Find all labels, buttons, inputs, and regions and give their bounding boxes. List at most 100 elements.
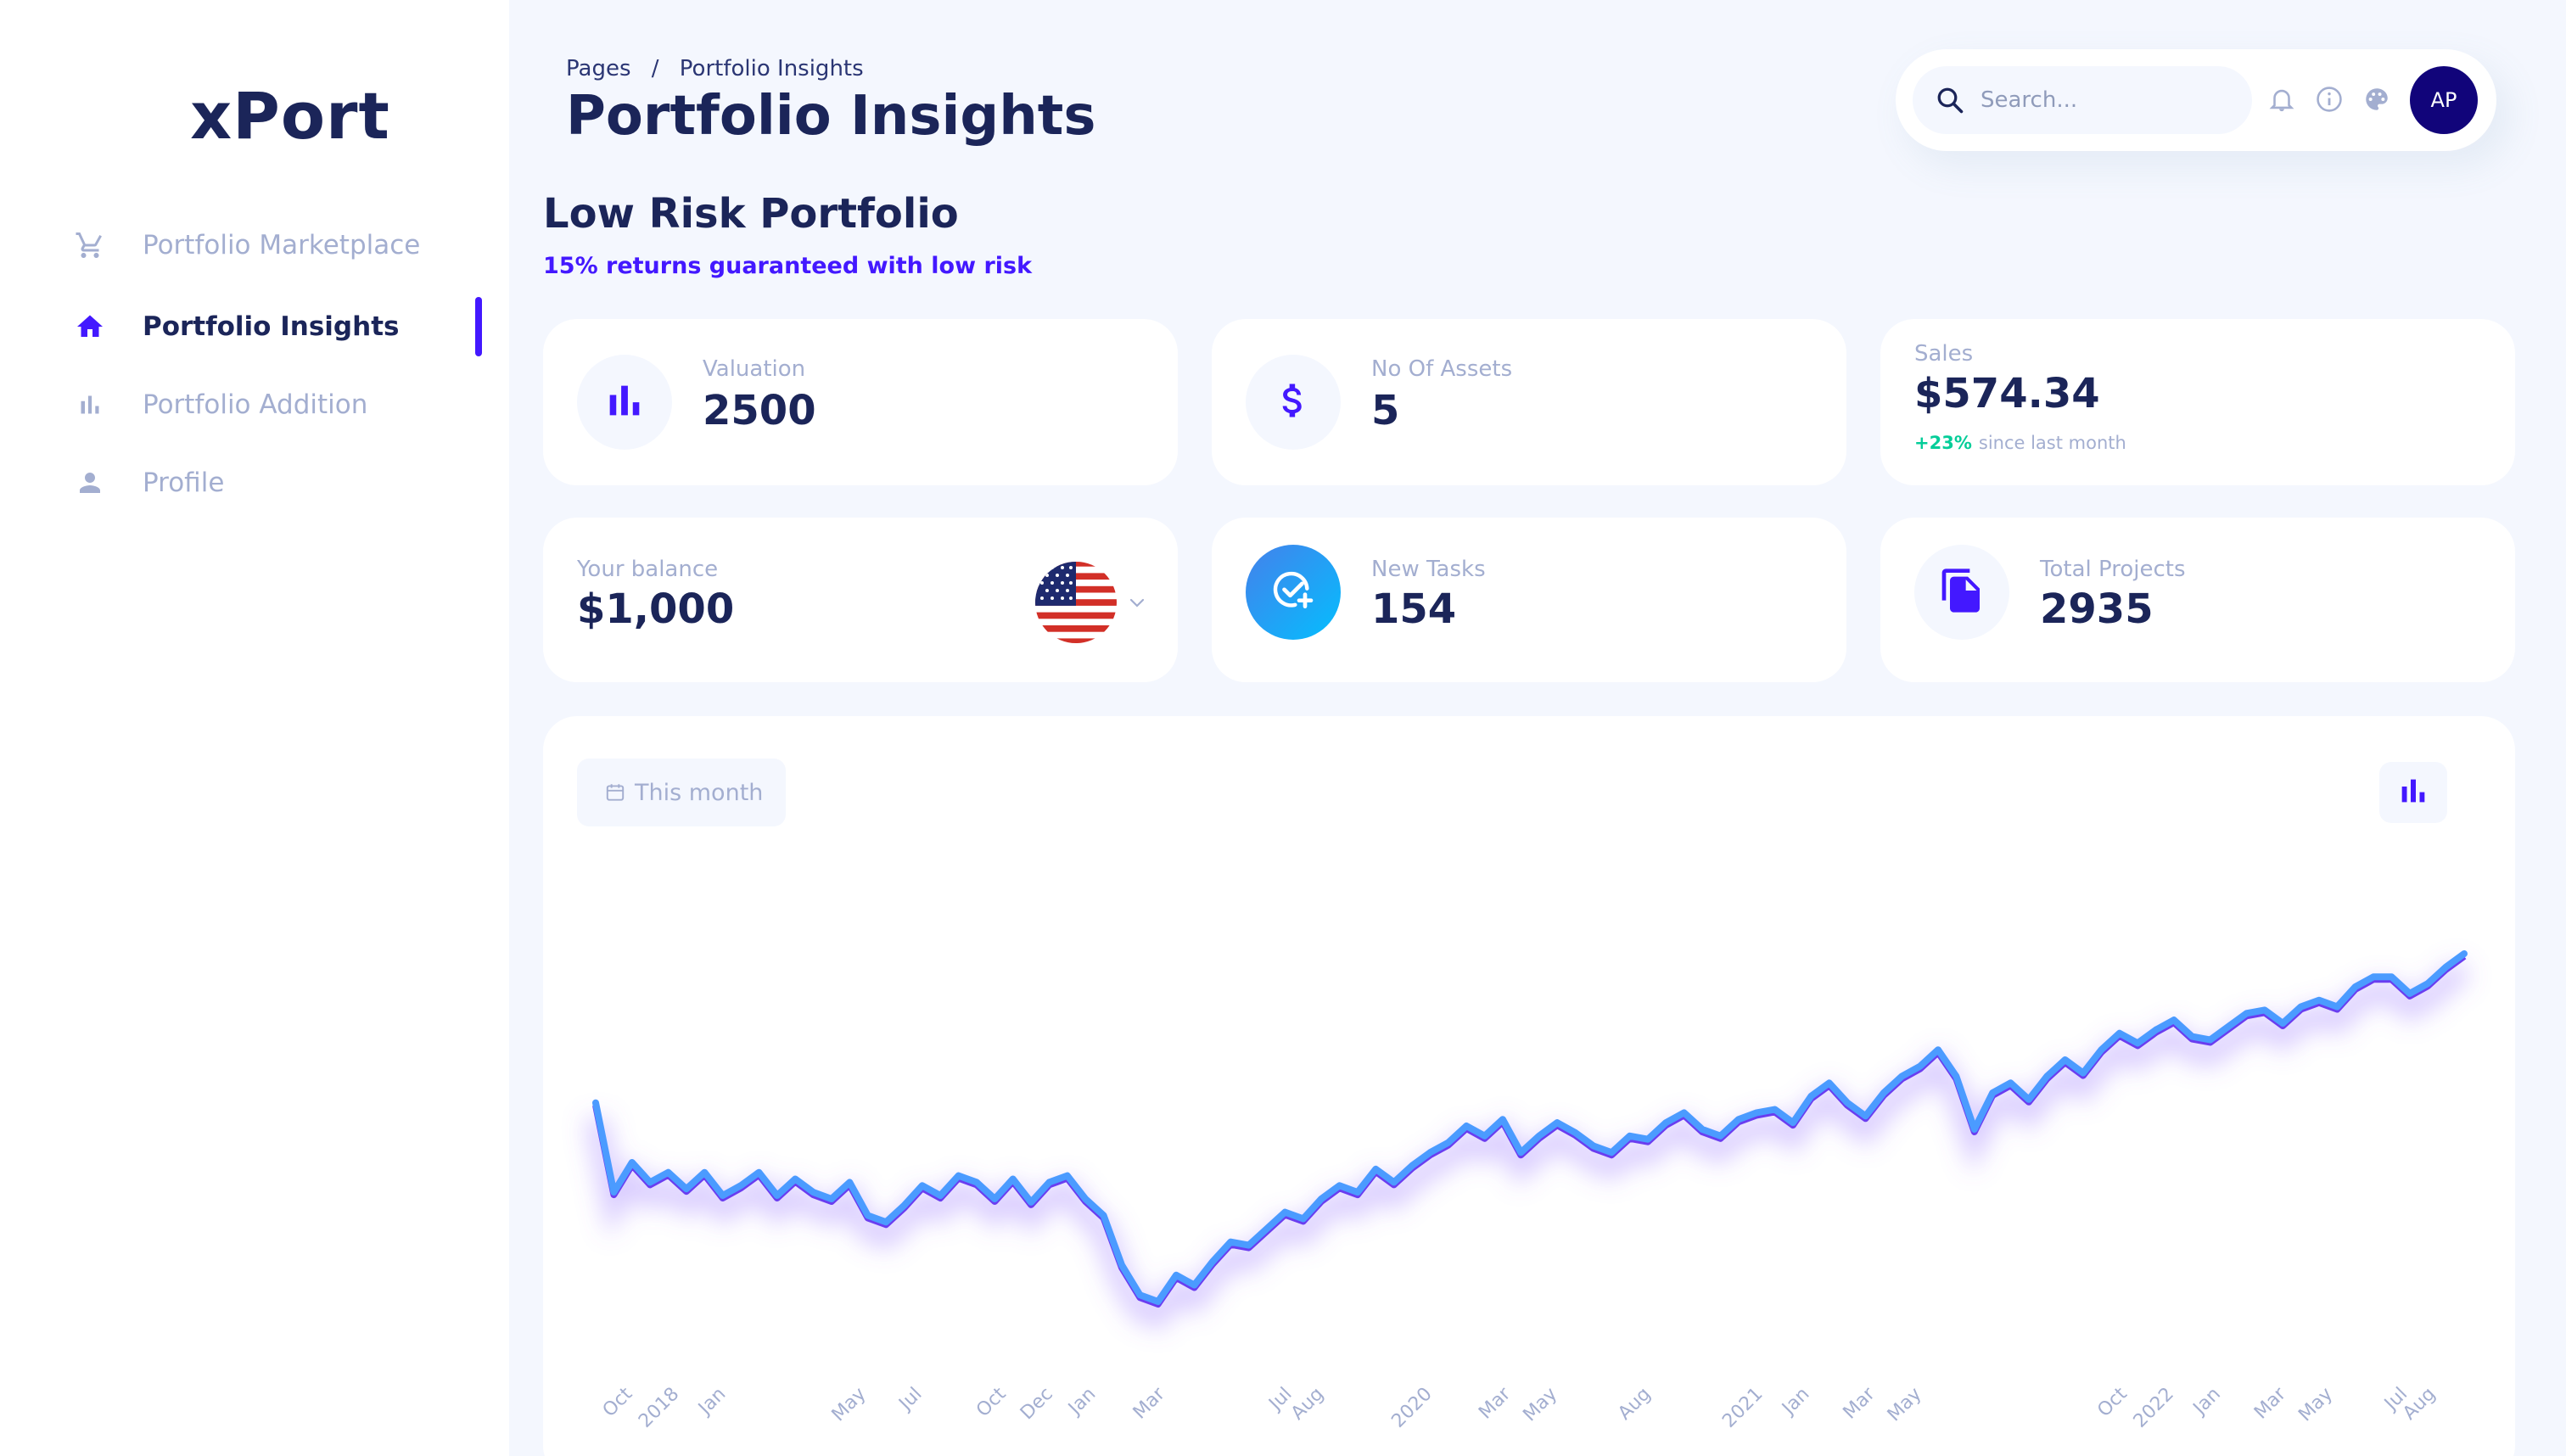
x-tick-label: May xyxy=(1519,1384,1561,1426)
data-point xyxy=(2353,984,2358,989)
sales-card: Sales $574.34 +23% since last month xyxy=(1880,319,2515,485)
sidebar-item-label: Portfolio Addition xyxy=(143,389,368,420)
data-point xyxy=(974,1179,979,1184)
data-point xyxy=(2117,1031,2122,1036)
this-month-label: This month xyxy=(635,779,764,806)
data-point xyxy=(1156,1299,1161,1304)
data-point xyxy=(1936,1047,1941,1052)
data-point xyxy=(1682,1110,1687,1115)
data-point xyxy=(1065,1173,1070,1179)
x-tick-label: 2020 xyxy=(1387,1384,1436,1432)
data-point xyxy=(1663,1120,1668,1125)
data-point xyxy=(1119,1263,1124,1268)
data-point xyxy=(1555,1120,1560,1125)
sidebar: xPort Portfolio Marketplace Portfolio In… xyxy=(0,0,509,1456)
data-point xyxy=(1736,1117,1741,1122)
data-point xyxy=(2063,1057,2068,1062)
data-point xyxy=(1174,1273,1179,1278)
tasks-value: 154 xyxy=(1371,585,1457,633)
data-point xyxy=(1700,1127,1705,1132)
series-line-glow xyxy=(585,960,2471,1330)
data-point xyxy=(1083,1196,1088,1201)
us-flag-icon xyxy=(1034,560,1118,648)
data-point xyxy=(593,1100,598,1106)
data-point xyxy=(1355,1190,1360,1195)
sales-growth: +23% since last month xyxy=(1914,433,2126,453)
x-tick-label: Dec xyxy=(1017,1384,1057,1425)
balance-value: $1,000 xyxy=(577,585,735,633)
data-point xyxy=(2317,998,2322,1003)
assets-label: No Of Assets xyxy=(1371,356,1513,382)
data-point xyxy=(1808,1094,1813,1099)
person-icon xyxy=(75,462,117,504)
valuation-value: 2500 xyxy=(703,387,816,434)
x-tick-label: Mar xyxy=(2250,1383,2291,1424)
data-point xyxy=(1881,1090,1886,1095)
data-point xyxy=(2009,1080,2013,1085)
series-line-shadow xyxy=(592,953,2467,1308)
data-point xyxy=(2425,981,2430,986)
search-box[interactable] xyxy=(1913,66,2252,134)
breadcrumb: Pages / Portfolio Insights xyxy=(566,56,877,81)
x-tick-label: Jul xyxy=(894,1384,927,1416)
x-tick-label: 2022 xyxy=(2130,1384,2178,1432)
x-tick-label: Jan xyxy=(1063,1384,1100,1420)
sidebar-item-portfolio-insights[interactable]: Portfolio Insights xyxy=(75,297,482,356)
data-point xyxy=(866,1213,871,1218)
sidebar-item-portfolio-marketplace[interactable]: Portfolio Marketplace xyxy=(75,216,482,275)
breadcrumb-root[interactable]: Pages xyxy=(566,56,631,81)
search-input[interactable] xyxy=(1981,87,2235,113)
data-point xyxy=(1645,1137,1650,1142)
data-point xyxy=(1899,1074,1904,1078)
data-point xyxy=(1918,1064,1923,1069)
data-point xyxy=(2334,1005,2339,1009)
bell-icon[interactable] xyxy=(2267,85,2298,115)
sidebar-item-profile[interactable]: Profile xyxy=(75,453,482,512)
data-point xyxy=(738,1183,743,1188)
sidebar-item-portfolio-addition[interactable]: Portfolio Addition xyxy=(75,375,482,434)
info-icon[interactable] xyxy=(2315,85,2345,115)
x-tick-label: Oct xyxy=(599,1383,637,1421)
data-point xyxy=(2226,1024,2231,1029)
data-point xyxy=(2026,1097,2031,1102)
file-copy-icon xyxy=(1938,567,1986,618)
x-tick-label: Oct xyxy=(972,1383,1011,1421)
x-tick-label: Mar xyxy=(1129,1383,1170,1424)
balance-label: Your balance xyxy=(577,557,719,582)
assets-value: 5 xyxy=(1371,387,1400,434)
data-point xyxy=(2244,1011,2249,1016)
data-point xyxy=(847,1179,852,1184)
data-point xyxy=(2444,965,2449,970)
x-tick-label: Jan xyxy=(1777,1384,1813,1420)
avatar[interactable]: AP xyxy=(2410,66,2478,134)
data-point xyxy=(1628,1134,1633,1139)
currency-selector[interactable] xyxy=(1034,560,1161,645)
bar-chart-icon xyxy=(602,378,647,426)
data-point xyxy=(901,1203,906,1208)
check-add-icon xyxy=(1269,567,1317,618)
this-month-button[interactable]: This month xyxy=(577,759,786,826)
projects-card: Total Projects 2935 xyxy=(1880,518,2515,682)
tasks-card: New Tasks 154 xyxy=(1212,518,1846,682)
x-tick-label: Oct xyxy=(2093,1383,2132,1421)
projects-value: 2935 xyxy=(2040,585,2154,633)
chevron-down-icon xyxy=(1127,592,1147,616)
palette-icon[interactable] xyxy=(2362,85,2393,115)
data-point xyxy=(829,1196,834,1201)
data-point xyxy=(1137,1292,1142,1297)
data-point xyxy=(2299,1005,2304,1009)
dollar-icon xyxy=(1271,378,1315,426)
calendar-icon xyxy=(606,784,625,801)
sidebar-item-label: Portfolio Insights xyxy=(143,311,400,342)
data-point xyxy=(611,1190,616,1195)
data-point xyxy=(2262,1007,2267,1012)
chart-type-button[interactable] xyxy=(2379,762,2447,823)
data-point xyxy=(1210,1259,1215,1264)
breadcrumb-current[interactable]: Portfolio Insights xyxy=(679,56,864,81)
data-point xyxy=(1518,1150,1523,1155)
data-point xyxy=(2462,951,2467,956)
x-tick-label: Jan xyxy=(693,1384,730,1420)
data-point xyxy=(793,1177,798,1181)
data-point xyxy=(1718,1134,1723,1139)
data-point xyxy=(1482,1134,1487,1139)
